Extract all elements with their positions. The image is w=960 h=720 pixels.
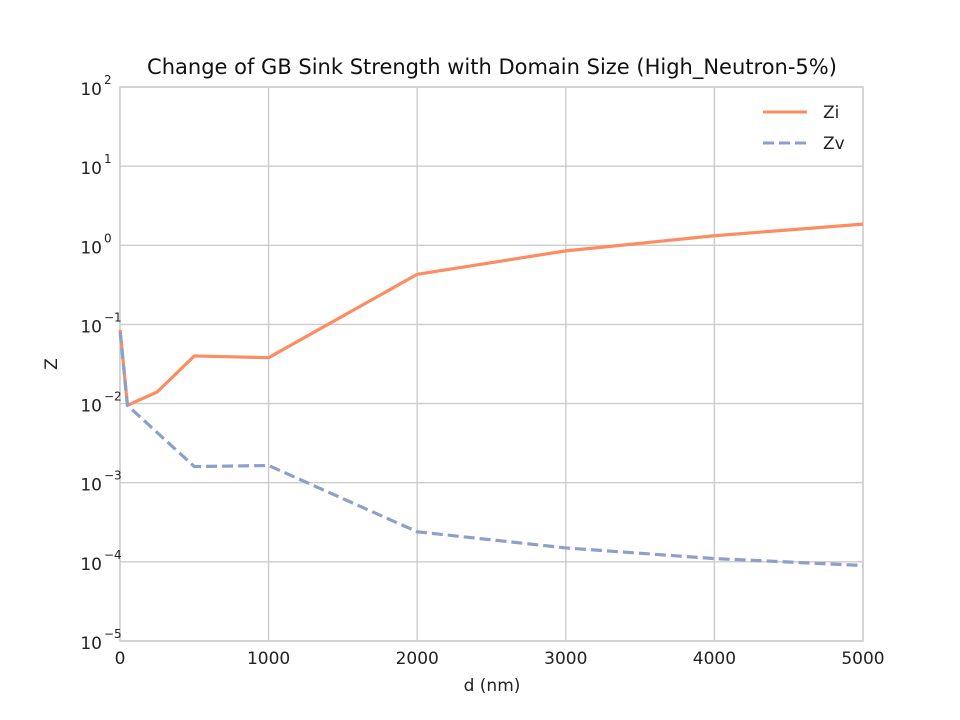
- legend-label-zi: Zi: [823, 103, 839, 123]
- x-tick-label: 3000: [544, 649, 587, 669]
- y-tick-exponent: −3: [104, 469, 122, 483]
- y-tick-exponent: −4: [104, 548, 122, 562]
- y-tick-exponent: 0: [104, 231, 112, 245]
- y-tick-exponent: −5: [104, 627, 122, 641]
- x-tick-label: 5000: [841, 649, 884, 669]
- series-line-zv: [118, 331, 864, 568]
- series-line-zi: [118, 222, 864, 407]
- y-tick-label: 10: [80, 476, 102, 496]
- x-tick-label: 4000: [693, 649, 736, 669]
- y-tick-label: 10: [80, 238, 102, 258]
- y-tick-label: 10: [80, 555, 102, 575]
- x-axis-label: d (nm): [464, 676, 521, 696]
- legend: Zi Zv: [763, 103, 845, 154]
- y-tick-exponent: −1: [104, 310, 122, 324]
- x-tick-labels: 0 1000 2000 3000 4000 5000: [115, 649, 885, 669]
- x-tick-label: 0: [115, 649, 126, 669]
- y-tick-label: 10: [80, 80, 102, 100]
- y-tick-label: 10: [80, 317, 102, 337]
- grid: [119, 86, 864, 642]
- legend-label-zv: Zv: [823, 134, 845, 154]
- y-tick-exponent: −2: [104, 390, 122, 404]
- y-tick-label: 10: [80, 634, 102, 654]
- y-tick-label: 10: [80, 159, 102, 179]
- x-tick-label: 1000: [247, 649, 290, 669]
- x-tick-label: 2000: [396, 649, 439, 669]
- series-layer: [118, 222, 864, 568]
- y-tick-label: 10: [80, 397, 102, 417]
- plot-frame: [119, 86, 864, 642]
- y-tick-exponent: 1: [104, 152, 112, 166]
- y-axis-label: Z: [42, 358, 62, 370]
- y-tick-exponent: 2: [104, 73, 112, 87]
- chart-title: Change of GB Sink Strength with Domain S…: [147, 55, 837, 80]
